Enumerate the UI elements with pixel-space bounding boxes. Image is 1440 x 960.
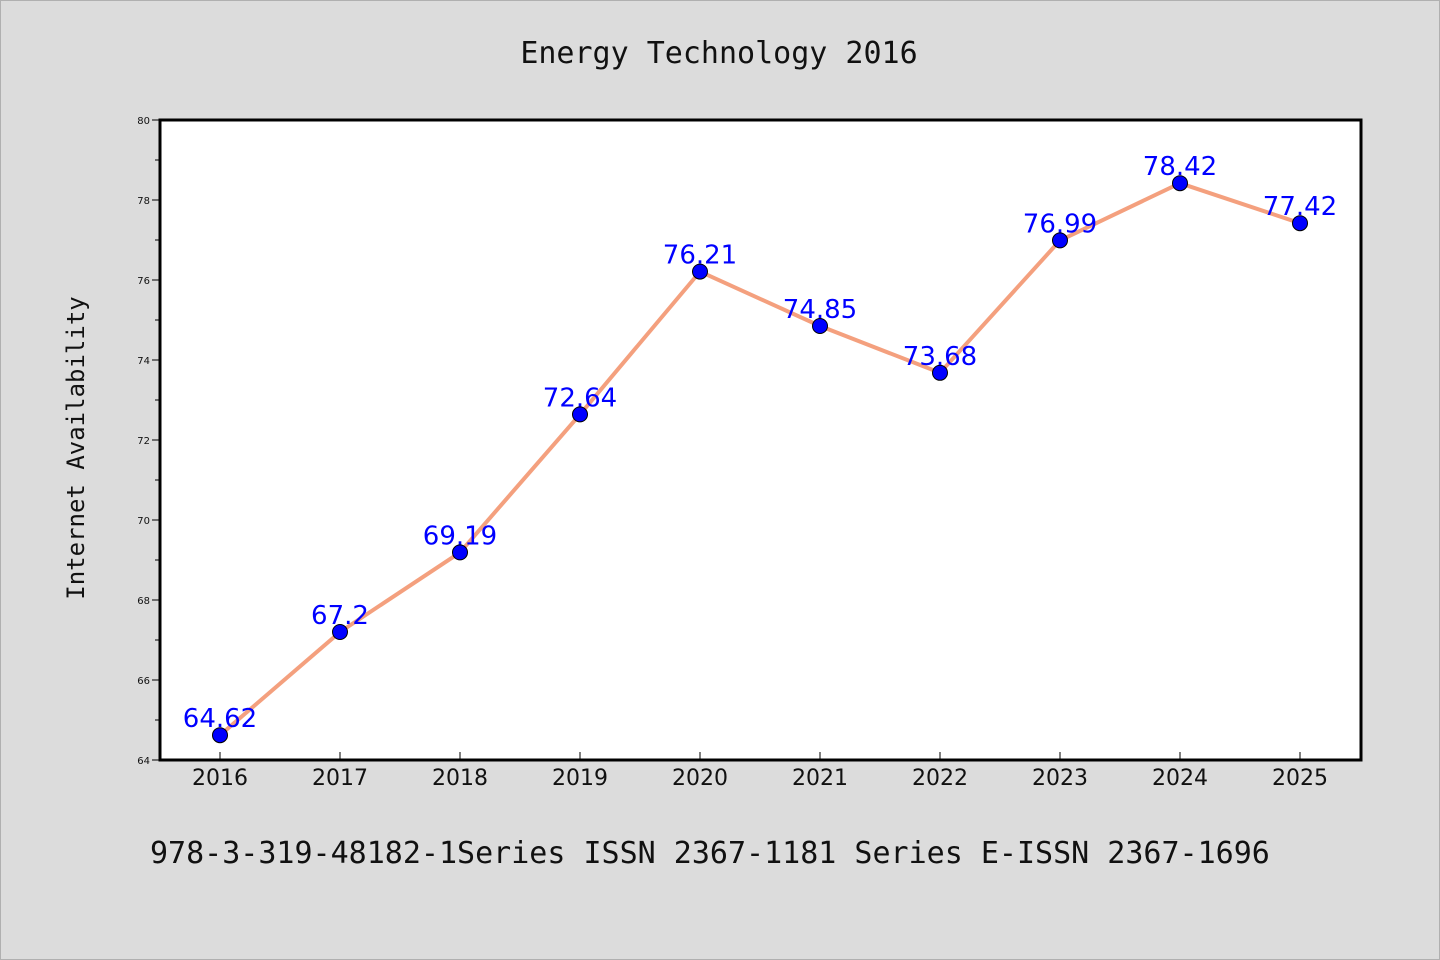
data-point	[692, 263, 708, 280]
data-label: 72.64	[543, 383, 617, 413]
y-tick-label: 64	[137, 756, 150, 767]
data-point	[452, 544, 468, 561]
x-axis: 2016 2017 2018 2019 2020 2021 2022 2023 2024 2025	[192, 752, 1328, 791]
y-tick-label: 66	[137, 676, 150, 687]
data-point	[212, 727, 228, 744]
data-label: 76.21	[663, 241, 737, 271]
data-point	[1052, 232, 1068, 249]
data-point	[572, 406, 588, 423]
y-tick-label: 68	[137, 596, 150, 607]
data-label: 76.99	[1023, 209, 1097, 239]
data-point	[1292, 215, 1308, 232]
data-label: 77.42	[1263, 192, 1337, 222]
data-label: 74.85	[783, 295, 857, 325]
data-series	[212, 175, 1308, 744]
x-tick-label: 2022	[912, 766, 968, 791]
data-point	[812, 318, 828, 334]
chart-title: Energy Technology 2016	[520, 36, 917, 71]
series-line	[218, 181, 1301, 737]
y-axis-label: Internet Availability	[62, 296, 90, 599]
x-tick-label: 2024	[1152, 766, 1208, 791]
data-labels: 64.62 67.2 69.19 72.64 76.21 74.85 73.68 76.99 7…	[183, 152, 1337, 734]
data-point	[932, 364, 948, 381]
plot-area	[160, 120, 1361, 760]
data-label: 64.62	[183, 704, 257, 734]
x-tick-label: 2020	[672, 766, 728, 791]
footer-text: 978-3-319-48182-1Series ISSN 2367-1181 S…	[150, 836, 1270, 871]
y-tick-label: 80	[137, 116, 150, 127]
x-tick-label: 2023	[1032, 766, 1088, 791]
data-point	[1172, 175, 1188, 192]
x-tick-label: 2017	[312, 766, 368, 791]
x-tick-label: 2018	[432, 766, 488, 791]
x-tick-label: 2025	[1272, 766, 1328, 791]
y-tick-label: 78	[137, 196, 150, 207]
y-tick-label: 72	[137, 436, 150, 447]
x-tick-label: 2019	[552, 766, 608, 791]
data-label: 78.42	[1143, 152, 1217, 182]
x-tick-label: 2021	[792, 766, 848, 791]
data-label: 67.2	[311, 601, 369, 631]
y-tick-label: 74	[137, 356, 150, 367]
x-tick-label: 2016	[192, 766, 248, 791]
plot-border	[158, 118, 1363, 762]
data-label: 73.68	[903, 342, 977, 372]
y-tick-label: 70	[137, 516, 150, 527]
data-point	[332, 624, 348, 640]
y-tick-label: 76	[137, 276, 150, 287]
data-label: 69.19	[423, 521, 497, 551]
y-axis: 64 66 68 70 72 74 76 78 80	[137, 116, 160, 767]
